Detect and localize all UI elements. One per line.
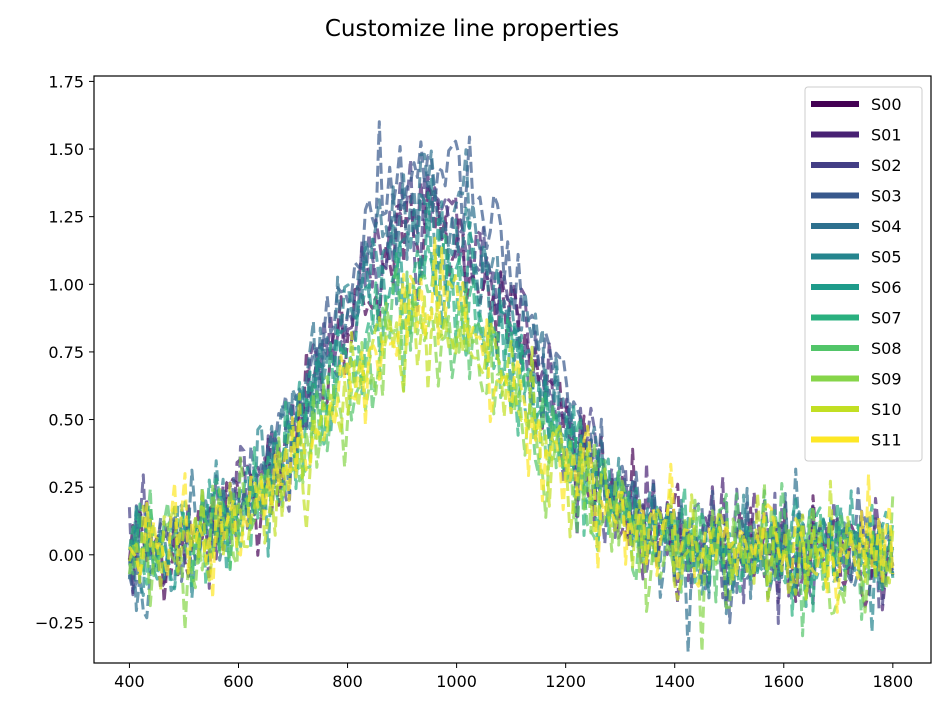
x-tick-label: 600 xyxy=(223,672,254,691)
legend-label: S11 xyxy=(871,431,902,450)
plot-lines xyxy=(127,120,895,654)
series-line-s11 xyxy=(128,236,895,614)
y-tick-label: 0.00 xyxy=(48,546,84,565)
legend-label: S05 xyxy=(871,248,902,267)
legend-box xyxy=(804,86,923,462)
y-tick-label: −0.25 xyxy=(35,613,84,632)
y-tick-label: 0.25 xyxy=(48,478,84,497)
legend-label: S01 xyxy=(871,126,902,145)
x-axis: 400 600 800 1000 1200 1400 1600 1800 xyxy=(114,663,913,691)
x-tick-label: 400 xyxy=(114,672,145,691)
plot-frame xyxy=(93,75,932,664)
legend-label: S03 xyxy=(871,187,902,206)
legend-label: S09 xyxy=(871,370,902,389)
x-tick-label: 1200 xyxy=(545,672,586,691)
x-tick-label: 1000 xyxy=(436,672,477,691)
x-tick-label: 1600 xyxy=(763,672,804,691)
y-tick-label: 1.50 xyxy=(48,140,84,159)
legend-label: S06 xyxy=(871,278,902,297)
legend-label: S07 xyxy=(871,309,902,328)
x-tick-label: 800 xyxy=(332,672,363,691)
legend-label: S10 xyxy=(871,400,902,419)
y-axis: −0.25 0.00 0.25 0.50 0.75 1.00 1.25 1.50 1.75 xyxy=(35,72,94,632)
legend-label: S08 xyxy=(871,339,902,358)
y-tick-label: 0.50 xyxy=(48,411,84,430)
y-tick-label: 1.00 xyxy=(48,275,84,294)
y-tick-label: 1.75 xyxy=(48,72,84,91)
series-line-s10 xyxy=(127,295,895,605)
y-tick-label: 1.25 xyxy=(48,208,84,227)
legend-label: S04 xyxy=(871,217,902,236)
chart-title: Customize line properties xyxy=(325,16,619,42)
legend-label: S02 xyxy=(871,156,902,175)
x-tick-label: 1800 xyxy=(872,672,913,691)
y-tick-label: 0.75 xyxy=(48,343,84,362)
series-line-s00 xyxy=(127,184,895,608)
legend: S00 S01 S02 S03 S04 S05 S06 S07 S08 S09 S10 S11 xyxy=(804,86,923,462)
legend-label: S00 xyxy=(871,95,902,114)
x-tick-label: 1400 xyxy=(654,672,695,691)
